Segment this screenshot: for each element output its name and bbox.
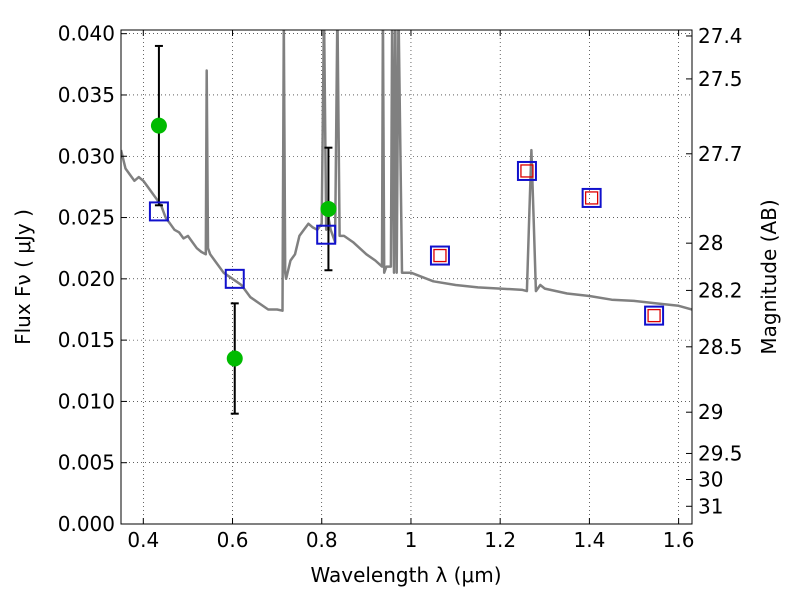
y2-tick-label: 28.5 <box>698 335 743 359</box>
model-photometry-square <box>316 224 337 245</box>
x-tick-label: 1 <box>405 528 418 552</box>
y-tick-label: 0.005 <box>58 451 115 475</box>
nir-photometry-square <box>584 191 599 205</box>
y2-axis-label: Magnitude (AB) <box>757 199 781 354</box>
y-tick-label: 0.020 <box>58 267 115 291</box>
y-tick-label: 0.010 <box>58 389 115 413</box>
nir-photometry-square <box>433 248 447 263</box>
y2-tick-label: 28 <box>698 231 723 255</box>
y-tick-label: 0.030 <box>58 144 115 168</box>
y2-tick-label: 30 <box>698 467 723 491</box>
model-photometry-square <box>581 187 602 208</box>
plot-background <box>121 30 692 524</box>
model-spectrum-line <box>121 30 692 312</box>
y2-tick-label: 27.5 <box>698 67 743 91</box>
y2-tick-label: 27.4 <box>698 24 743 48</box>
x-tick-label: 1.6 <box>663 528 695 552</box>
x-tick-label: 0.4 <box>127 528 159 552</box>
observed-point <box>226 350 243 367</box>
nir-photometry-square <box>647 308 661 323</box>
model-photometry-square <box>148 201 169 222</box>
model-photometry-square <box>224 268 245 289</box>
plot-frame <box>120 29 693 525</box>
observed-point <box>150 117 167 134</box>
x-tick-label: 1.2 <box>484 528 516 552</box>
y-tick-label: 0.025 <box>58 206 115 230</box>
y-tick-label: 0.040 <box>58 22 115 46</box>
y-tick-label: 0.000 <box>58 512 115 536</box>
y2-tick-label: 29 <box>698 400 723 424</box>
y2-tick-label: 29.5 <box>698 441 743 465</box>
y-tick-label: 0.035 <box>58 83 115 107</box>
y2-tick-label: 27.7 <box>698 142 743 166</box>
y-axis-label: Flux Fν ( μJy ) <box>11 209 35 345</box>
x-tick-label: 1.4 <box>573 528 605 552</box>
x-axis-label: Wavelength λ (μm) <box>310 563 501 587</box>
y-tick-label: 0.015 <box>58 328 115 352</box>
observed-point <box>320 200 337 217</box>
y2-tick-label: 28.2 <box>698 278 743 302</box>
x-tick-label: 0.6 <box>217 528 249 552</box>
model-photometry-square <box>644 305 665 326</box>
nir-photometry-square <box>520 164 534 178</box>
model-photometry-square <box>429 245 450 266</box>
x-tick-label: 0.8 <box>306 528 338 552</box>
y2-tick-label: 31 <box>698 494 723 518</box>
plot-area <box>121 30 692 415</box>
axis-ticks: 0.4 0.6 0.8 1 1.2 1.4 1.6 0.000 0.005 0.010 0.015 0… <box>58 22 743 552</box>
model-photometry-square <box>516 160 537 181</box>
